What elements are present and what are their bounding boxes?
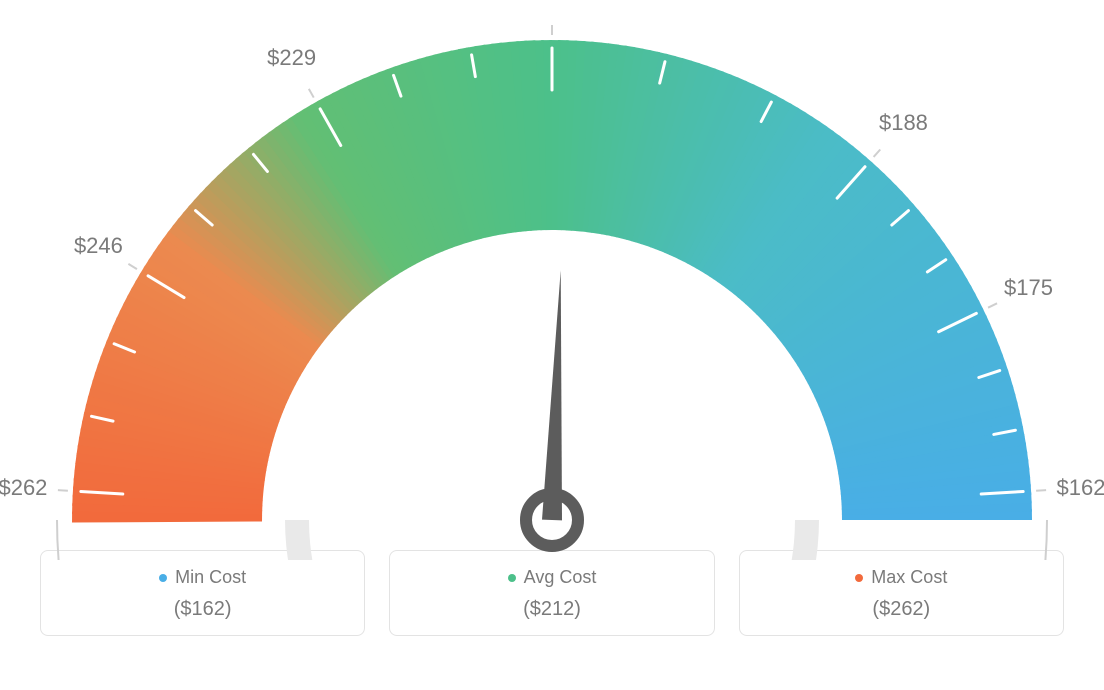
gauge-tick-label: $262	[0, 475, 47, 501]
max-cost-card: Max Cost ($262)	[739, 550, 1064, 636]
avg-cost-value: ($212)	[390, 598, 713, 621]
gauge-tick-label: $175	[1004, 275, 1053, 301]
max-dot-icon	[855, 574, 863, 582]
min-cost-title: Min Cost	[159, 567, 246, 588]
max-cost-title: Max Cost	[855, 567, 947, 588]
avg-cost-title: Avg Cost	[508, 567, 597, 588]
avg-cost-card: Avg Cost ($212)	[389, 550, 714, 636]
gauge-tick-label: $229	[267, 45, 316, 71]
max-cost-value: ($262)	[740, 598, 1063, 621]
gauge-tick-label: $246	[74, 233, 123, 259]
min-cost-label: Min Cost	[175, 567, 246, 588]
gauge-svg	[0, 0, 1104, 560]
avg-dot-icon	[508, 574, 516, 582]
min-cost-value: ($162)	[41, 598, 364, 621]
avg-cost-label: Avg Cost	[524, 567, 597, 588]
gauge-tick-label: $188	[879, 110, 928, 136]
max-cost-label: Max Cost	[871, 567, 947, 588]
min-dot-icon	[159, 574, 167, 582]
gauge-chart: $162 $175 $188 $212 $229 $246 $262	[0, 0, 1104, 560]
gauge-tick-label: $212	[528, 0, 577, 3]
summary-cards: Min Cost ($162) Avg Cost ($212) Max Cost…	[0, 550, 1104, 636]
gauge-tick-label: $162	[1057, 475, 1104, 501]
min-cost-card: Min Cost ($162)	[40, 550, 365, 636]
